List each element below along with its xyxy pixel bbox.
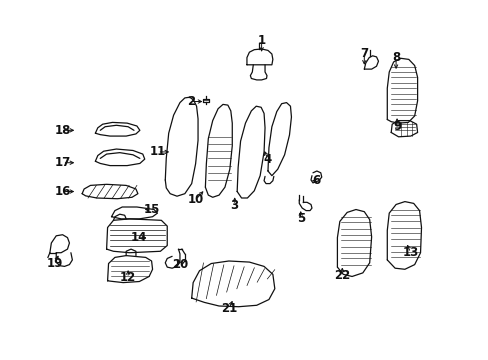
Text: 7: 7 [360, 47, 367, 60]
Text: 19: 19 [46, 257, 63, 270]
Text: 20: 20 [171, 258, 188, 271]
Text: 11: 11 [149, 145, 165, 158]
Text: 5: 5 [296, 212, 304, 225]
Text: 15: 15 [143, 203, 160, 216]
Text: 4: 4 [264, 153, 271, 166]
Text: 8: 8 [391, 51, 399, 64]
Text: 16: 16 [54, 185, 71, 198]
Text: 9: 9 [392, 120, 400, 132]
Text: 17: 17 [54, 156, 71, 169]
Text: 10: 10 [187, 193, 203, 206]
Text: 21: 21 [220, 302, 237, 315]
Text: 12: 12 [120, 271, 136, 284]
Text: 14: 14 [131, 231, 147, 244]
Text: 6: 6 [312, 174, 320, 187]
Text: 18: 18 [54, 124, 71, 137]
Text: 2: 2 [186, 95, 194, 108]
Text: 22: 22 [333, 269, 350, 282]
Text: 13: 13 [402, 246, 418, 259]
Text: 1: 1 [257, 34, 265, 47]
Text: 3: 3 [230, 199, 238, 212]
